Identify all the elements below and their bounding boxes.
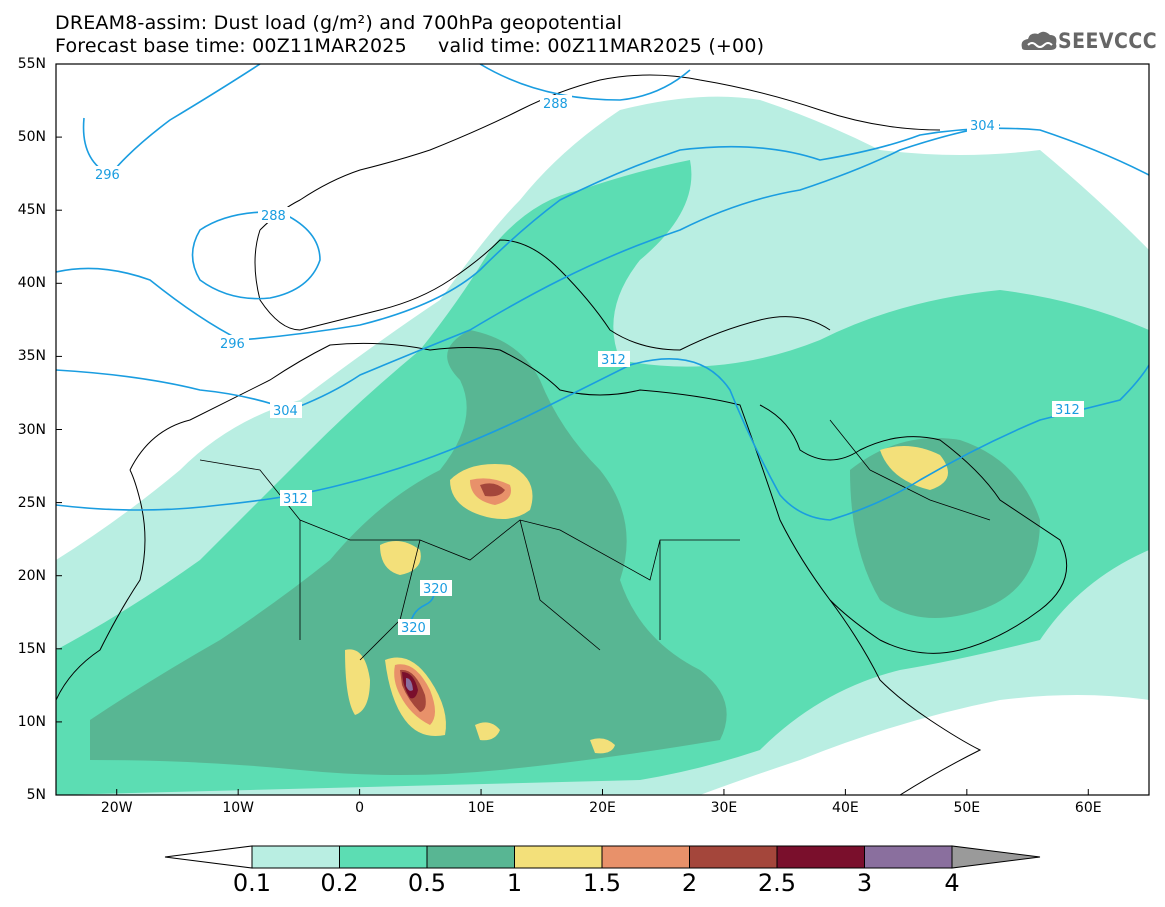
lat-tick-label: 50N	[17, 129, 46, 146]
colorbar-swatch	[601, 845, 690, 869]
lat-tick-label: 35N	[17, 348, 46, 365]
colorbar-swatch	[426, 845, 515, 869]
contour-label-320a: 320	[423, 582, 448, 597]
contour-label-288a: 288	[543, 97, 568, 112]
coastline-africa	[56, 342, 982, 795]
colorbar-level-label: 1.5	[582, 869, 622, 897]
colorbar-level-label: 0.2	[320, 869, 359, 897]
lat-tick-label: 10N	[17, 713, 46, 730]
lat-tick-label: 25N	[17, 494, 46, 511]
colorbar	[164, 845, 1041, 869]
colorbar-swatch	[689, 845, 778, 869]
dust-band-1-g	[475, 722, 500, 741]
dust-band-0.5-arabia	[850, 438, 1040, 618]
seevccc-logo-icon	[1021, 31, 1057, 50]
colorbar-level-label: 4	[944, 869, 960, 897]
colorbar-level-label: 1	[506, 869, 523, 897]
contour-label-304b: 304	[970, 119, 995, 134]
colorbar-swatch	[251, 845, 340, 869]
contour-label-296a: 296	[95, 168, 120, 183]
lon-tick-label: 0	[355, 800, 365, 816]
lon-tick-label: 20E	[589, 800, 616, 816]
lat-tick-label: 55N	[17, 56, 46, 72]
lat-tick-label: 5N	[26, 787, 46, 803]
contour-288-north	[479, 64, 691, 101]
colorbar-swatch	[514, 845, 603, 869]
axis-ticks	[56, 63, 1089, 796]
contour-label-288b: 288	[261, 209, 286, 224]
colorbar-low-arrow	[164, 845, 253, 869]
dust-band-1-b	[380, 541, 421, 575]
contour-label-312c: 312	[1055, 403, 1080, 418]
lat-tick-label: 40N	[17, 275, 46, 292]
dust-band-1-e	[880, 446, 948, 490]
dust-band-2	[480, 483, 505, 497]
lat-tick-label: 15N	[17, 640, 46, 657]
logo-text: SEEVCCC	[1058, 29, 1158, 53]
lon-tick-label: 60E	[1074, 800, 1102, 816]
contour-296-med	[56, 127, 1149, 341]
contour-312	[56, 358, 1149, 521]
colorbar-level-label: 0.5	[407, 869, 447, 897]
colorbar-level-label: 2.5	[757, 869, 797, 897]
chart-title: DREAM8-assim: Dust load (g/m²) and 700hP…	[55, 12, 623, 34]
lat-tick-label: 20N	[17, 567, 46, 584]
geopotential-contours	[56, 64, 1149, 631]
lat-tick-label: 30N	[17, 421, 46, 438]
lon-tick-label: 10E	[467, 800, 495, 816]
chart-subtitle: Forecast base time: 00Z11MAR2025 valid t…	[55, 35, 765, 57]
lon-tick-label: 20W	[100, 800, 133, 816]
contour-label-312b: 312	[283, 492, 308, 507]
contour-label-304a: 304	[273, 404, 298, 419]
colorbar-high-arrow	[951, 845, 1041, 869]
lon-tick-label: 40E	[832, 800, 859, 816]
colorbar-swatch	[776, 845, 865, 869]
colorbar-swatch	[864, 845, 953, 869]
contour-label-296b: 296	[220, 337, 245, 352]
dust-field	[56, 64, 1149, 795]
colorbar-swatch	[339, 845, 428, 869]
colorbar-level-label: 2	[681, 869, 698, 897]
contour-296-west	[82, 64, 261, 177]
lon-tick-label: 50E	[953, 800, 981, 816]
contour-304	[56, 124, 1001, 411]
dust-band-3	[406, 678, 413, 691]
contour-label-320b: 320	[401, 621, 426, 636]
colorbar-level-label: 3	[856, 869, 873, 897]
colorbar-level-label: 0.1	[232, 869, 272, 897]
contour-labels: 288 296 288 296 304 304 312 312 320 320 …	[92, 95, 1084, 636]
dust-band-1-f	[590, 738, 615, 754]
coastline-arabia	[759, 404, 1068, 654]
lat-tick-label: 45N	[17, 202, 46, 219]
lon-tick-label: 10W	[222, 800, 254, 816]
lon-tick-label: 30E	[710, 800, 738, 816]
contour-label-312a: 312	[601, 353, 626, 368]
dust-band-1-d	[345, 649, 370, 715]
